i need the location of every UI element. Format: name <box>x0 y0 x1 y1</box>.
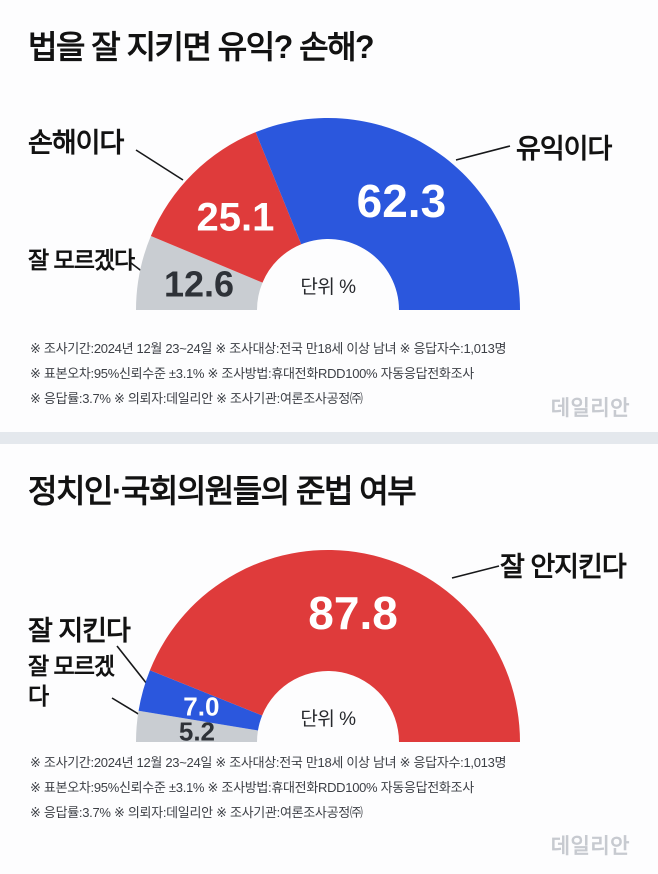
footnote-line: ※ 표본오차:95%신뢰수준 ±3.1% ※ 조사방법:휴대전화RDD100% … <box>30 780 474 795</box>
chart-segment-not-obeys <box>149 549 520 742</box>
segment-value-harmful: 25.1 <box>197 196 275 240</box>
footnote-line: ※ 응답률:3.7% ※ 의뢰자:데일리안 ※ 조사기관:여론조사공정㈜ <box>30 391 363 406</box>
publisher-watermark: 데일리안 <box>550 397 630 420</box>
half-donut-chart: 5.27.087.8 <box>111 549 520 746</box>
segment-label-dont-know: 잘 모르겠다 <box>28 247 135 273</box>
segment-label-beneficial: 유익이다 <box>516 134 612 164</box>
leader-line <box>135 149 184 181</box>
unit-label: 단위 % <box>300 277 356 298</box>
survey-card-politicians-compliance: 정치인·국회의원들의 준법 여부 5.2 7.0 87.8 잘 안지킨다 잘 지킨다… <box>0 444 658 874</box>
segment-value-obeys: 7.0 <box>183 692 219 722</box>
survey-footnotes: ※ 조사기간:2024년 12월 23~24일 ※ 조사대상:전국 만18세 이… <box>30 336 506 411</box>
footnote-line: ※ 조사기간:2024년 12월 23~24일 ※ 조사대상:전국 만18세 이… <box>30 341 507 356</box>
segment-label-obeys: 잘 지킨다 <box>28 616 131 646</box>
unit-label: 단위 % <box>300 709 356 730</box>
segment-label-dont-know: 잘 모르겠다 <box>28 653 115 709</box>
leader-line <box>451 565 500 579</box>
chart-segment-harmful <box>150 132 302 283</box>
segment-value-dont-know: 12.6 <box>164 264 234 305</box>
footnote-line: ※ 표본오차:95%신뢰수준 ±3.1% ※ 조사방법:휴대전화RDD100% … <box>30 366 474 381</box>
chart-segment-dont-know <box>136 235 263 310</box>
survey-footnotes: ※ 조사기간:2024년 12월 23~24일 ※ 조사대상:전국 만18세 이… <box>30 750 506 825</box>
segment-value-beneficial: 62.3 <box>357 175 447 227</box>
chart-segment-dont-know <box>136 710 258 742</box>
chart-title: 정치인·국회의원들의 준법 여부 <box>28 473 417 509</box>
chart-segment-obeys <box>138 670 263 731</box>
leader-line <box>455 145 511 161</box>
leader-line <box>116 645 148 685</box>
segment-label-harmful: 손해이다 <box>28 128 124 158</box>
segment-label-not-obeys: 잘 안지킨다 <box>500 552 627 582</box>
publisher-watermark: 데일리안 <box>550 835 630 858</box>
half-donut-chart: 12.6 25.1 62.3 <box>130 118 520 310</box>
chart-segment-beneficial <box>255 118 520 310</box>
footnote-line: ※ 조사기간:2024년 12월 23~24일 ※ 조사대상:전국 만18세 이… <box>30 755 507 770</box>
segment-value-not-obeys: 87.8 <box>308 587 398 639</box>
footnote-line: ※ 응답률:3.7% ※ 의뢰자:데일리안 ※ 조사기관:여론조사공정㈜ <box>30 805 363 820</box>
chart-title: 법을 잘 지키면 유익? 손해? <box>28 29 375 65</box>
survey-card-law-benefit: 법을 잘 지키면 유익? 손해? 12.6 25.1 62.3 손해이다 유익이다 … <box>0 0 658 432</box>
